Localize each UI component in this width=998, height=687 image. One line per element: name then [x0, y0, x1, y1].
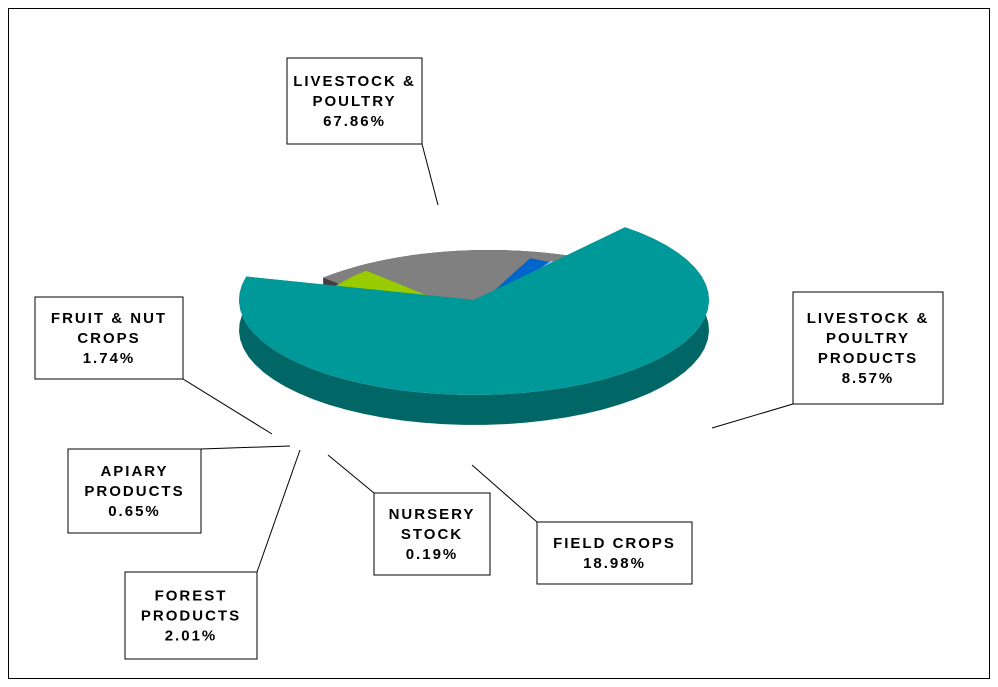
slice-name: FRUIT & NUT	[51, 310, 167, 327]
slice-name: POULTRY	[313, 93, 397, 110]
slice-name: CROPS	[77, 330, 140, 347]
leader-line	[327, 454, 375, 494]
slice-label-1: LIVESTOCK & POULTRY PRODUCTS 8.57%	[711, 291, 944, 429]
slice-name: PRODUCTS	[818, 350, 918, 367]
leader-line	[200, 445, 291, 450]
slice-label-0: LIVESTOCK & POULTRY 67.86%	[286, 57, 439, 206]
slice-name: NURSERY	[389, 506, 476, 523]
slice-name: STOCK	[401, 526, 463, 543]
slice-percent: 18.98%	[583, 555, 646, 572]
slice-percent: 8.57%	[842, 370, 895, 387]
slice-percent: 0.19%	[406, 546, 459, 563]
slice-percent: 67.86%	[323, 113, 386, 130]
slice-name: POULTRY	[826, 330, 910, 347]
pie-slice-0	[239, 227, 709, 425]
slice-name: PRODUCTS	[141, 608, 241, 625]
slice-name: LIVESTOCK &	[293, 73, 416, 90]
slice-label-2: FIELD CROPS 18.98%	[471, 464, 693, 585]
leader-line	[182, 378, 273, 435]
slice-percent: 0.65%	[108, 503, 161, 520]
slice-name: PRODUCTS	[84, 483, 184, 500]
leader-line	[711, 403, 794, 429]
slice-name: FIELD CROPS	[553, 535, 676, 552]
leader-line	[421, 143, 439, 206]
leader-line	[256, 449, 301, 573]
slice-label-4: FOREST PRODUCTS 2.01%	[124, 449, 301, 660]
slice-label-6: FRUIT & NUT CROPS 1.74%	[34, 296, 273, 435]
slice-percent: 2.01%	[165, 628, 218, 645]
slice-name: APIARY	[100, 463, 168, 480]
pie-slice-top-0	[239, 227, 709, 395]
slice-percent: 1.74%	[83, 350, 136, 367]
slice-name: LIVESTOCK &	[807, 310, 930, 327]
slice-label-5: APIARY PRODUCTS 0.65%	[67, 445, 291, 534]
slice-label-3: NURSERY STOCK 0.19%	[327, 454, 491, 576]
slice-name: FOREST	[155, 588, 228, 605]
leader-line	[471, 464, 538, 523]
